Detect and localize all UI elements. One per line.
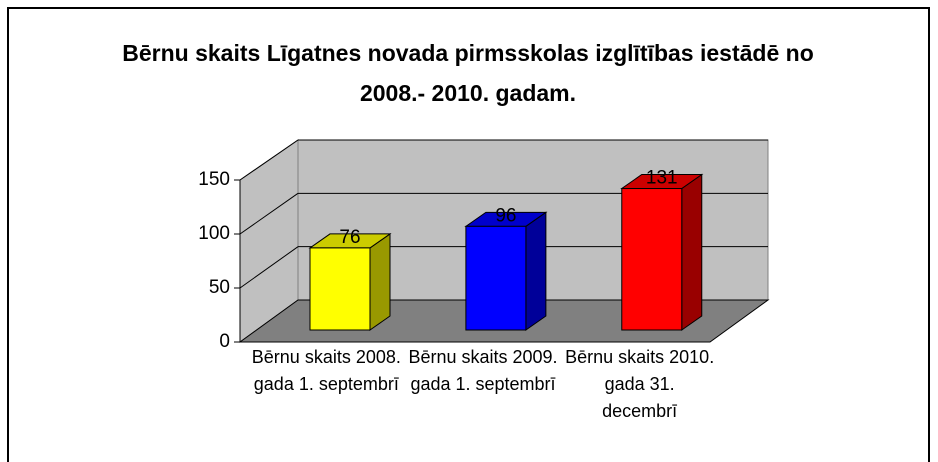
grid-line — [239, 139, 299, 181]
x-tick-label: Bērnu skaits 2009. gada 1. septembrī — [408, 347, 558, 394]
bar — [621, 188, 683, 331]
bar — [309, 247, 371, 331]
value-label: 131 — [646, 168, 678, 189]
bar — [465, 225, 527, 331]
y-tick-label: 150 — [198, 169, 230, 190]
bar-side — [369, 232, 391, 331]
value-label: 76 — [339, 227, 360, 248]
y-tick-label: 100 — [198, 223, 230, 244]
grid-line — [239, 246, 299, 289]
bar-side — [525, 211, 547, 331]
chart-title: Bērnu skaits Līgatnes novada pirmsskolas… — [122, 40, 814, 106]
bar-side — [681, 173, 703, 331]
value-label: 96 — [495, 205, 516, 226]
x-tick-label: Bērnu skaits 2010. gada 31. decembrī — [565, 347, 715, 421]
y-tick-label: 0 — [219, 331, 230, 352]
y-tick-label: 50 — [209, 277, 230, 298]
grid-line — [239, 192, 299, 235]
x-tick-label: Bērnu skaits 2008. gada 1. septembrī — [251, 347, 401, 394]
